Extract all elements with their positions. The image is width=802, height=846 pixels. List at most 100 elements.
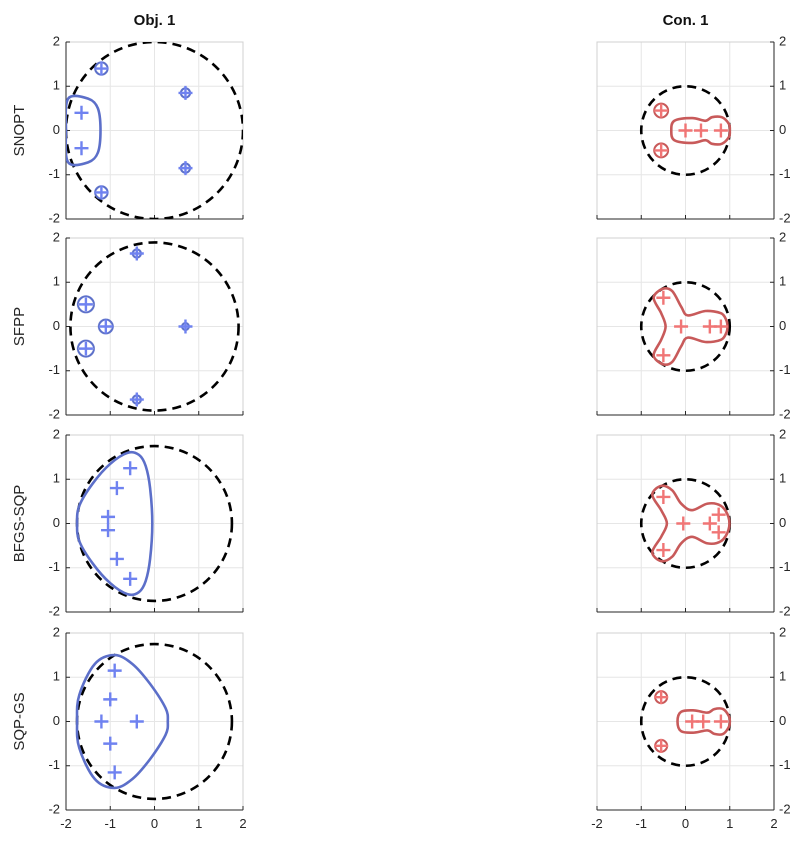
reference-circle: [69, 241, 240, 412]
panel-sqp-gs-obj: -2 -1 0 1 2 -2 -1 0 1 2: [48, 624, 246, 831]
eigenvalue-marker: [101, 523, 116, 538]
y-tick-label: -1: [779, 757, 791, 772]
y-tick-label: -1: [48, 362, 60, 377]
eigenvalue-marker: [713, 714, 728, 729]
eigenvalue-marker: [696, 714, 711, 729]
eigenvalue-marker: [711, 507, 726, 522]
x-tick-label: -1: [104, 816, 116, 831]
x-tick-label: 2: [239, 816, 246, 831]
y-tick-label: -1: [48, 757, 60, 772]
eigenvalue-marker: [129, 714, 144, 729]
panel-snopt-obj: -2 -1 0 1 2: [48, 33, 244, 225]
eigenvalue-marker: [678, 123, 693, 138]
eigenvalue-marker: [107, 663, 122, 678]
y-tick-label: 1: [53, 78, 60, 93]
y-tick-label: 0: [53, 515, 60, 530]
eigenvalue-marker: [178, 161, 193, 176]
eigenvalue-marker: [654, 690, 669, 705]
eigenvalue-marker: [103, 692, 118, 707]
region-contour: [669, 115, 732, 146]
eigenvalue-marker: [656, 489, 671, 504]
panel-bfgs-sqp-obj: -2 -1 0 1 2: [48, 426, 244, 618]
y-tick-label: 0: [779, 318, 786, 333]
y-tick-label: 1: [779, 669, 786, 684]
y-tick-label: -1: [779, 559, 791, 574]
y-tick-label: -2: [48, 406, 60, 421]
eigenvalue-marker: [129, 246, 144, 261]
y-tick-label: 1: [53, 274, 60, 289]
y-tick-label: 2: [53, 426, 60, 441]
eigenvalue-marker: [656, 290, 671, 305]
eigenvalue-marker: [654, 103, 669, 118]
y-tick-label: 0: [53, 713, 60, 728]
eigenvalue-marker: [656, 543, 671, 558]
eigenvalue-marker: [178, 319, 193, 334]
eigenvalue-marker: [101, 509, 116, 524]
panel-sfpp-obj: -2 -1 0 1 2: [48, 229, 244, 421]
panel-bfgs-sqp-con: -2 -1 0 1 2: [596, 426, 791, 618]
y-tick-label: 1: [779, 471, 786, 486]
eigenvalue-marker: [656, 348, 671, 363]
eigenvalue-marker: [103, 736, 118, 751]
eigenvalue-marker: [693, 123, 708, 138]
y-tick-label: 1: [779, 274, 786, 289]
y-tick-label: -1: [48, 559, 60, 574]
y-tick-label: -2: [779, 603, 791, 618]
x-tick-label: 1: [726, 816, 733, 831]
y-tick-label: -1: [779, 166, 791, 181]
region-contour: [676, 707, 732, 736]
eigenvalue-marker: [713, 319, 728, 334]
eigenvalue-marker: [94, 714, 109, 729]
x-tick-label: 1: [195, 816, 202, 831]
eigenvalue-marker: [74, 105, 89, 120]
y-tick-label: -2: [779, 406, 791, 421]
x-tick-label: -2: [60, 816, 72, 831]
y-tick-label: 0: [53, 318, 60, 333]
y-tick-label: 1: [53, 669, 60, 684]
row-label: SFPP: [11, 307, 28, 346]
y-tick-label: 2: [779, 33, 786, 48]
y-tick-label: 2: [779, 426, 786, 441]
y-tick-label: 2: [779, 624, 786, 639]
region-contour: [75, 450, 154, 597]
row-label: SNOPT: [11, 105, 28, 157]
eigenvalue-marker: [109, 481, 124, 496]
eigenvalue-marker: [702, 516, 717, 531]
eigenvalue-marker: [676, 516, 691, 531]
eigenvalue-marker: [74, 141, 89, 156]
panel-snopt-con: -2 -1 0 1 2: [596, 33, 791, 225]
eigenvalue-marker: [654, 738, 669, 753]
eigenvalue-marker: [98, 319, 113, 334]
eigenvalue-marker: [94, 61, 109, 76]
panel-sfpp-con: -2 -1 0 1 2: [596, 229, 791, 421]
x-tick-label: -1: [635, 816, 647, 831]
column-title: Obj. 1: [134, 12, 176, 29]
row-label: SQP-GS: [11, 692, 28, 750]
y-tick-label: -2: [48, 603, 60, 618]
y-tick-label: 2: [53, 229, 60, 244]
eigenvalue-marker: [123, 571, 138, 586]
column-title: Con. 1: [663, 12, 709, 29]
eigenvalue-marker: [129, 392, 144, 407]
y-tick-label: -2: [48, 210, 60, 225]
eigenvalue-marker: [123, 461, 138, 476]
region-contour: [75, 653, 170, 790]
y-tick-label: -2: [48, 801, 60, 816]
y-tick-label: 1: [779, 78, 786, 93]
row-label: BFGS-SQP: [11, 485, 28, 563]
y-tick-label: 0: [779, 713, 786, 728]
eigenvalue-marker: [654, 143, 669, 158]
x-tick-label: 0: [151, 816, 158, 831]
eigenvalue-marker: [178, 85, 193, 100]
eigenvalue-marker: [78, 341, 93, 356]
region-contour: [652, 287, 729, 366]
eigenvalue-marker: [78, 297, 93, 312]
eigenvalue-marker: [109, 551, 124, 566]
x-tick-label: 0: [682, 816, 689, 831]
y-tick-label: 2: [53, 33, 60, 48]
y-tick-label: 0: [779, 122, 786, 137]
reference-circle: [639, 280, 732, 373]
y-tick-label: -1: [779, 362, 791, 377]
